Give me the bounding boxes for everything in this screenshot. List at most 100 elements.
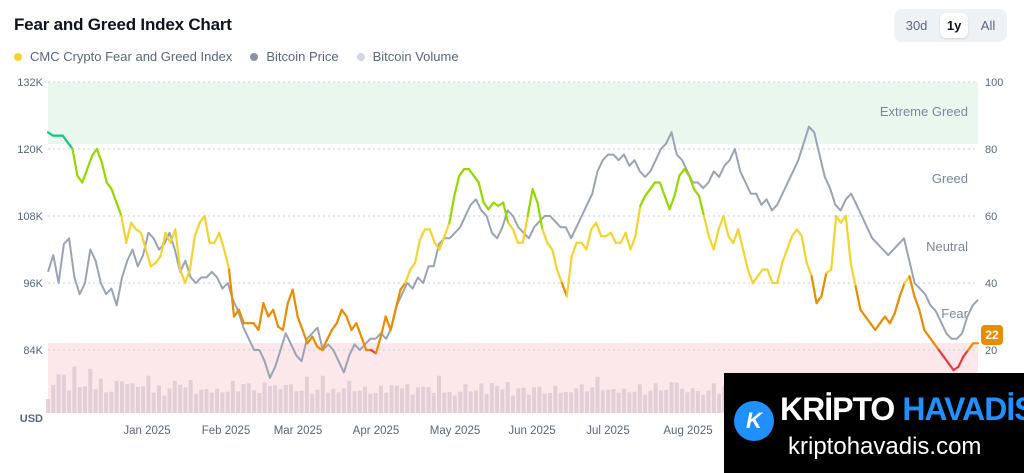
volume-bar <box>595 376 600 413</box>
legend-fear-greed[interactable]: CMC Crypto Fear and Greed Index <box>14 49 232 64</box>
volume-bar <box>267 386 272 413</box>
fear-greed-segment <box>105 181 113 191</box>
fear-greed-segment <box>541 228 549 244</box>
range-1y-button[interactable]: 1y <box>939 13 969 38</box>
fear-greed-segment <box>785 235 794 251</box>
volume-bar <box>167 388 172 413</box>
fear-greed-segment <box>130 221 138 231</box>
fear-greed-segment <box>923 328 931 338</box>
fear-greed-segment <box>717 214 725 231</box>
zone-label-fear: Fear <box>941 306 968 321</box>
legend-bitcoin-volume[interactable]: Bitcoin Volume <box>356 49 459 64</box>
fear-greed-segment <box>159 231 167 258</box>
fear-greed-segment <box>741 248 750 271</box>
fear-greed-segment <box>154 255 162 264</box>
fear-greed-segment <box>629 235 637 251</box>
fear-greed-segment <box>335 308 343 325</box>
fear-greed-segment <box>526 188 534 218</box>
fear-greed-segment <box>237 308 245 325</box>
zone-label-extreme-greed: Extreme Greed <box>880 104 968 119</box>
volume-bar <box>331 388 336 413</box>
fear-greed-segment <box>325 328 333 341</box>
left-tick-96k: 96K <box>23 278 43 290</box>
fear-greed-segment <box>418 228 426 241</box>
volume-bar <box>421 386 426 413</box>
volume-bar <box>188 380 193 413</box>
range-30d-button[interactable]: 30d <box>905 18 928 33</box>
fear-greed-segment <box>927 335 936 345</box>
volume-bar <box>516 388 521 413</box>
volume-bar <box>114 381 119 413</box>
fear-greed-segment <box>800 235 808 264</box>
fear-greed-segment <box>502 201 510 224</box>
fear-greed-segment <box>81 168 89 184</box>
range-all-button[interactable]: All <box>980 18 996 33</box>
volume-bar <box>347 381 352 413</box>
volume-bar <box>479 383 484 413</box>
volume-bar <box>669 382 674 413</box>
x-label-aug-2025: Aug 2025 <box>663 425 712 437</box>
x-label-jul-2025: Jul 2025 <box>586 425 629 437</box>
fear-greed-segment <box>257 302 265 331</box>
volume-bar <box>553 385 558 413</box>
volume-bar <box>320 375 325 413</box>
volume-bar <box>109 391 114 413</box>
fear-greed-segment <box>820 271 828 298</box>
watermark-brand: KRİPTO HAVADİS <box>780 391 1024 428</box>
volume-bar <box>246 383 251 413</box>
volume-bar <box>415 387 420 413</box>
fear-greed-segment <box>472 174 480 184</box>
fear-greed-segment <box>957 355 965 368</box>
zone-extreme-greed-band <box>48 82 978 144</box>
volume-bar <box>341 388 346 413</box>
volume-bar <box>61 374 66 413</box>
fear-greed-segment <box>893 295 901 315</box>
fear-greed-segment <box>355 322 363 338</box>
volume-bar <box>511 395 515 413</box>
fear-greed-segment <box>467 168 475 177</box>
fear-greed-segment <box>345 315 353 331</box>
volume-bar <box>67 390 72 413</box>
fear-greed-segment <box>399 281 407 291</box>
fear-greed-segment <box>213 231 221 244</box>
volume-bar <box>257 393 262 413</box>
fear-greed-segment <box>458 168 466 177</box>
volume-bar <box>685 392 690 413</box>
fear-greed-segment <box>414 238 422 264</box>
volume-bar <box>585 391 589 413</box>
volume-bar <box>474 390 478 413</box>
right-tick-60: 60 <box>985 211 997 223</box>
legend-dot-bitcoin-volume <box>356 52 365 61</box>
time-range-selector: 30d 1y All <box>894 9 1007 42</box>
volume-bar <box>701 394 706 413</box>
volume-bar <box>579 384 584 413</box>
volume-bar <box>294 391 299 413</box>
fear-greed-segment <box>874 322 882 331</box>
fear-greed-segment <box>849 261 857 288</box>
volume-bar <box>606 389 611 413</box>
fear-greed-segment <box>232 308 240 318</box>
left-tick-84k: 84K <box>23 345 43 357</box>
volume-bar <box>289 384 294 413</box>
fear-greed-segment <box>668 194 676 211</box>
fear-greed-segment <box>869 322 877 331</box>
volume-bar <box>357 390 362 413</box>
volume-bar <box>711 383 716 413</box>
fear-greed-segment <box>286 288 294 305</box>
volume-bar <box>426 387 431 413</box>
legend-dot-bitcoin-price <box>250 52 259 61</box>
right-tick-20: 20 <box>985 345 997 357</box>
volume-bar <box>590 387 595 413</box>
fear-greed-segment <box>86 154 94 171</box>
fear-greed-segment <box>384 315 392 331</box>
chart-title: Fear and Greed Index Chart <box>14 15 232 34</box>
legend-bitcoin-price[interactable]: Bitcoin Price <box>250 49 339 64</box>
volume-bar <box>394 385 399 413</box>
fear-greed-segment <box>898 281 906 298</box>
volume-bar <box>637 384 642 413</box>
fear-greed-segment <box>409 261 417 271</box>
fear-greed-segment <box>61 134 69 144</box>
volume-bar <box>378 385 383 413</box>
fear-greed-segment <box>262 302 270 318</box>
fear-greed-segment <box>223 248 231 271</box>
